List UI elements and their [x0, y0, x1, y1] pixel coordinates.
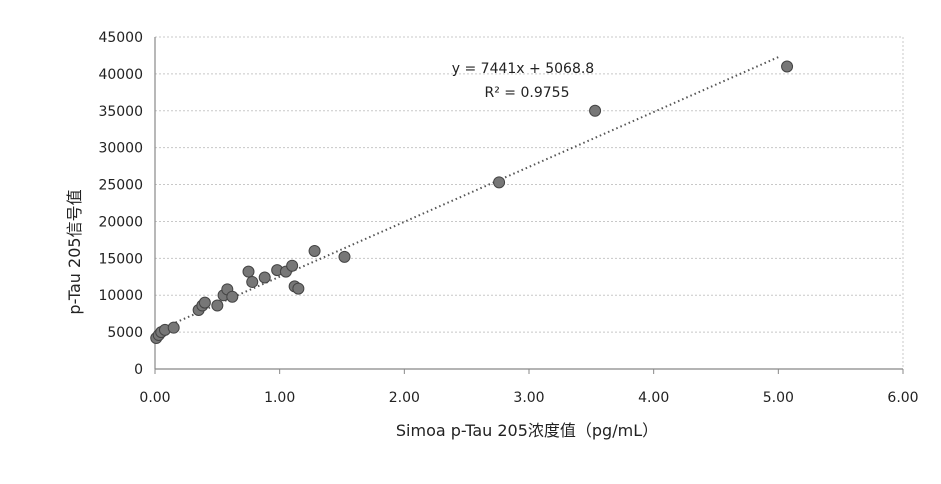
x-axis-title: Simoa p-Tau 205浓度值（pg/mL） — [396, 421, 658, 440]
data-point — [338, 250, 351, 263]
y-tick-label: 10000 — [98, 288, 143, 304]
data-point — [258, 271, 271, 284]
x-tick-label: 1.00 — [264, 390, 295, 406]
data-point — [198, 296, 211, 309]
data-points — [150, 60, 794, 345]
y-axis-title: p-Tau 205信号值 — [65, 189, 84, 314]
x-tick-label: 0.00 — [139, 390, 170, 406]
data-point — [167, 321, 180, 334]
data-point — [226, 290, 239, 303]
y-tick-label: 5000 — [107, 325, 143, 341]
data-point — [242, 265, 255, 278]
data-point — [211, 299, 224, 312]
x-tick-label: 4.00 — [638, 390, 669, 406]
y-tick-label: 15000 — [98, 251, 143, 267]
x-tick-label: 5.00 — [763, 390, 794, 406]
y-tick-label: 45000 — [98, 30, 143, 46]
y-tick-label: 40000 — [98, 67, 143, 83]
x-tick-label: 6.00 — [887, 390, 918, 406]
axes — [154, 37, 904, 374]
trendline — [154, 56, 779, 333]
trendline-equation: y = 7441x + 5068.8 — [452, 61, 594, 77]
y-tick-label: 25000 — [98, 178, 143, 194]
grid-lines — [155, 36, 904, 369]
x-tick-label: 3.00 — [513, 390, 544, 406]
r-squared-label: R² = 0.9755 — [485, 85, 570, 101]
data-point — [781, 60, 794, 73]
data-point — [286, 259, 299, 272]
data-point — [493, 176, 506, 189]
data-point — [589, 104, 602, 117]
tick-labels: 0 5000 10000 15000 20000 25000 30000 35000 40000… — [98, 30, 918, 406]
y-tick-label: 30000 — [98, 141, 143, 157]
x-tick-label: 2.00 — [389, 390, 420, 406]
trendline-group — [154, 56, 779, 333]
y-tick-label: 20000 — [98, 214, 143, 230]
data-point — [308, 244, 321, 257]
y-tick-label: 35000 — [98, 104, 143, 120]
data-point — [292, 282, 305, 295]
y-tick-label: 0 — [134, 362, 143, 378]
data-point — [246, 275, 259, 288]
